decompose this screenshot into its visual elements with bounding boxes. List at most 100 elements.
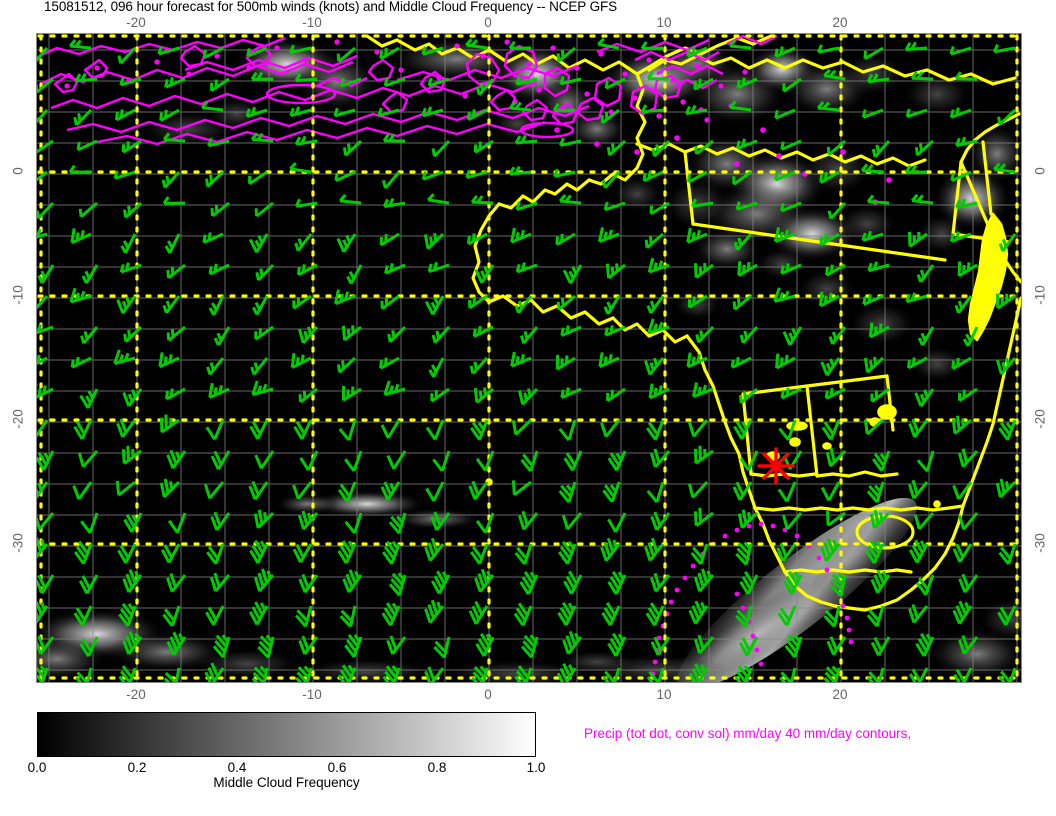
wind-barb	[299, 450, 319, 471]
wind-barb	[428, 357, 445, 378]
wind-barb	[955, 198, 978, 210]
wind-barb	[916, 450, 935, 473]
wind-barb	[515, 201, 538, 212]
wind-barb	[380, 481, 401, 501]
wind-barb	[514, 543, 533, 566]
wind-barb	[651, 139, 671, 158]
wind-barb	[520, 326, 539, 345]
wind-barb	[248, 480, 269, 501]
wind-barb	[773, 227, 796, 243]
wind-barb	[336, 46, 356, 63]
map-panel[interactable]	[36, 33, 1022, 683]
wind-barb	[520, 450, 539, 472]
wind-barb	[159, 478, 181, 499]
right-axis-tick: -10	[1032, 285, 1048, 305]
wind-barb	[560, 387, 582, 399]
wind-barb	[820, 481, 841, 502]
wind-barb	[342, 569, 363, 594]
wind-barb	[158, 352, 180, 368]
bottom-axis-tick: -20	[126, 687, 146, 702]
top-axis-tick: 0	[484, 15, 492, 30]
wind-barb	[735, 201, 758, 211]
wind-barb	[249, 539, 269, 564]
wind-barb	[37, 450, 55, 471]
left-axis-tick: -20	[10, 409, 26, 429]
wind-barb	[870, 636, 891, 657]
wind-barb	[957, 448, 979, 468]
wind-barb	[80, 512, 99, 534]
wind-barb	[515, 262, 538, 274]
station-marker-icon[interactable]	[757, 447, 795, 485]
wind-barb	[337, 481, 357, 503]
wind-barb	[79, 636, 99, 657]
wind-barb	[76, 139, 98, 152]
right-axis-tick: 0	[1032, 167, 1048, 175]
colorbar-tick: 0.0	[27, 760, 47, 775]
wind-barb	[862, 294, 884, 306]
wind-barb	[201, 100, 224, 112]
wind-barb	[910, 71, 934, 81]
wind-barb	[123, 325, 143, 343]
wind-barb	[957, 261, 978, 278]
wind-barb	[341, 325, 362, 342]
wind-barb	[298, 635, 319, 655]
wind-barb	[508, 165, 532, 176]
wind-barb	[649, 448, 671, 468]
wind-barb	[334, 170, 356, 183]
wind-barb	[424, 295, 445, 316]
wind-barb	[37, 264, 55, 284]
wind-barb	[336, 356, 357, 374]
wind-barb	[37, 109, 49, 127]
wind-barb	[122, 388, 143, 407]
wind-barb	[205, 419, 225, 441]
wind-barb	[738, 387, 758, 405]
wind-barb	[294, 198, 318, 208]
wind-barb	[37, 139, 54, 154]
precip-dot-southern-arc	[650, 521, 854, 677]
wind-barb	[473, 387, 494, 404]
wind-barb	[466, 108, 488, 121]
wind-barb	[470, 194, 494, 205]
wind-barb	[598, 352, 620, 368]
colorbar-tick: 1.0	[526, 760, 546, 775]
wind-barb	[600, 419, 621, 438]
wind-barb	[333, 289, 356, 306]
wind-barb	[337, 664, 357, 682]
map-canvas	[37, 34, 1021, 682]
wind-barb	[866, 481, 885, 504]
wind-barb	[826, 636, 847, 656]
wind-barb	[468, 294, 488, 310]
wind-barb	[37, 324, 54, 336]
wind-barb	[114, 108, 136, 122]
wind-barb	[997, 605, 1017, 626]
wind-barb	[165, 387, 186, 401]
wind-barb	[909, 667, 929, 682]
wind-barb	[688, 419, 709, 438]
wind-barb	[474, 568, 495, 593]
wind-barb	[556, 294, 576, 311]
wind-barb	[780, 387, 802, 400]
wind-barb	[475, 78, 495, 96]
wind-barb	[166, 449, 187, 470]
wind-barb	[73, 419, 93, 440]
wind-barb	[819, 232, 840, 247]
wind-barb	[79, 388, 99, 409]
wind-barb	[597, 227, 620, 243]
wind-barb	[686, 227, 708, 244]
wind-barb	[735, 605, 753, 628]
wind-barb	[425, 481, 445, 502]
wind-barb	[604, 77, 626, 90]
wind-barb	[915, 632, 935, 657]
wind-barb	[166, 631, 187, 656]
wind-barb	[553, 168, 576, 178]
wind-barb	[738, 636, 759, 657]
wind-barb	[430, 387, 450, 403]
wind-barb	[650, 636, 671, 656]
wind-barb	[597, 37, 620, 50]
wind-barb	[344, 512, 363, 534]
wind-barb	[958, 512, 979, 531]
wind-barb	[952, 543, 973, 563]
wind-barb	[958, 635, 979, 655]
wind-barb	[555, 354, 576, 371]
wind-barb	[904, 41, 928, 52]
